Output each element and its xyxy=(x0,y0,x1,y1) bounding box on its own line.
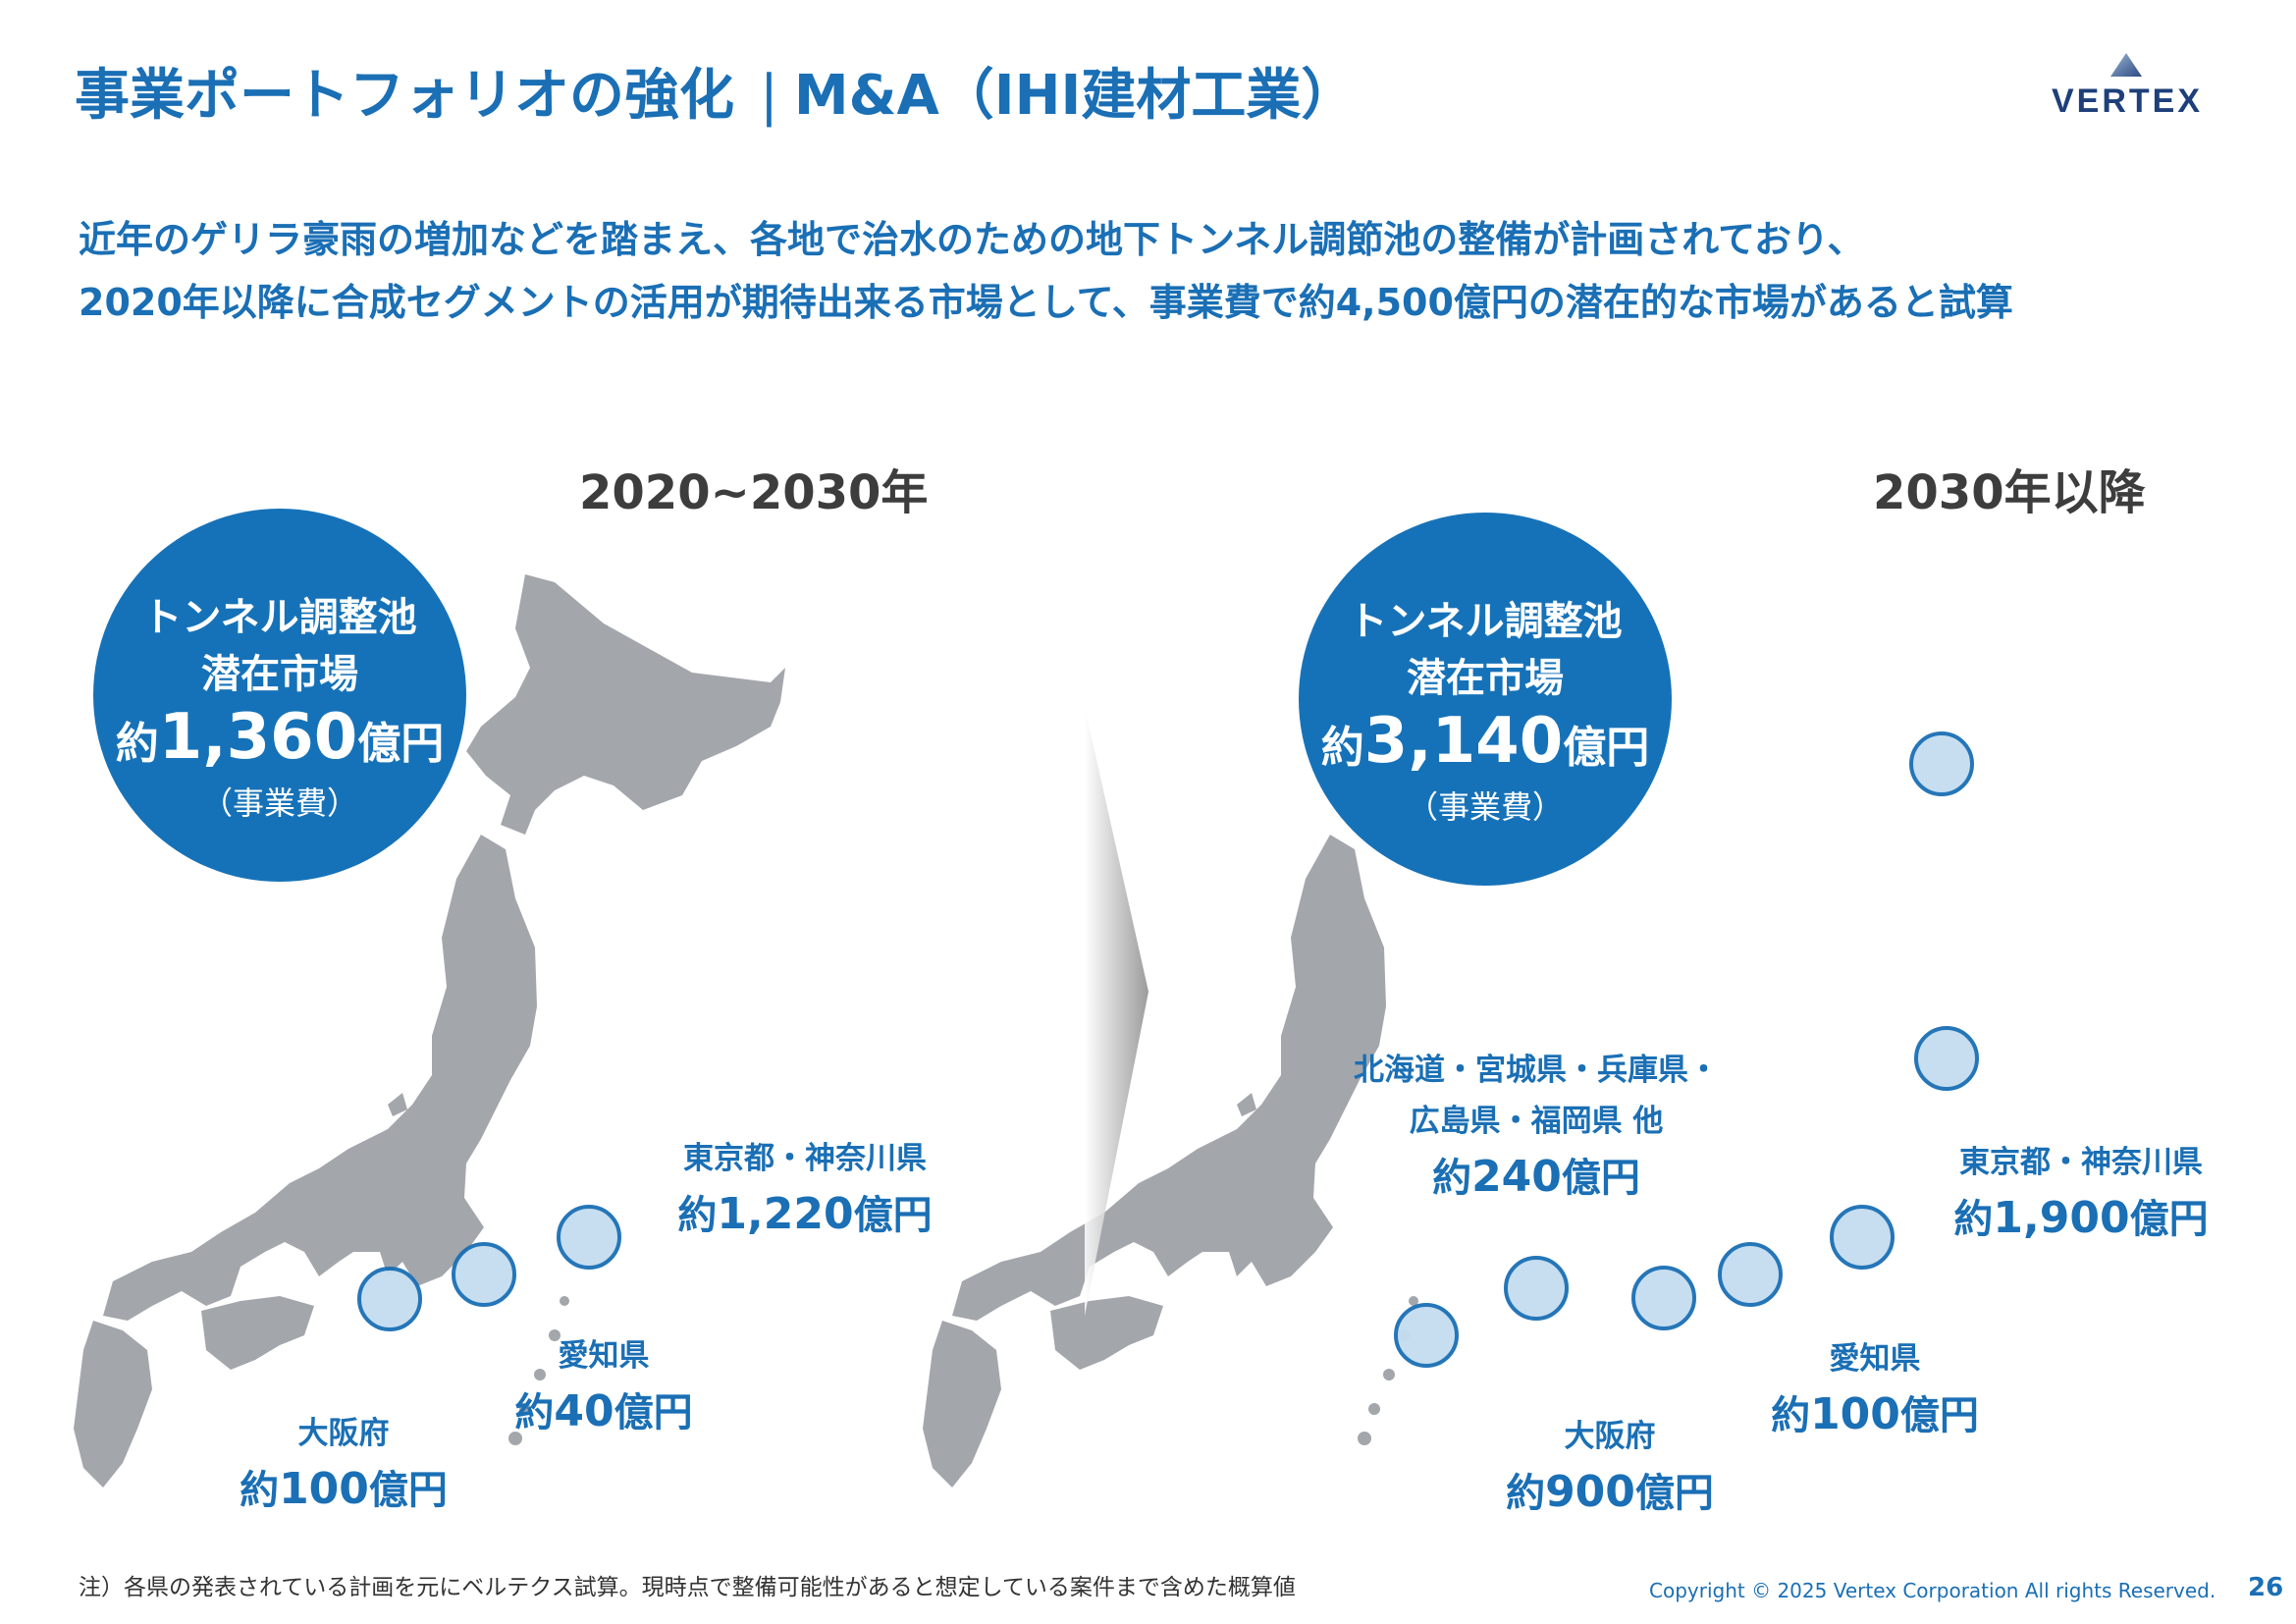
period-right: 2030年以降 xyxy=(1873,465,2146,520)
circle-amount: 約1,360億円 xyxy=(115,701,445,774)
circle-line2-right: 潜在市場 xyxy=(1407,656,1564,701)
market-circle-right: トンネル調整池 潜在市場 約3,140億円 （事業費） xyxy=(1299,513,1672,886)
circle-amount-right: 約3,140億円 xyxy=(1320,705,1650,778)
ring-hokkaido xyxy=(1909,731,1974,796)
circle-line1-right: トンネル調整池 xyxy=(1348,599,1623,644)
period-left: 2020~2030年 xyxy=(579,465,929,520)
svg-text:VERTEX: VERTEX xyxy=(2052,82,2203,120)
intro-text: 近年のゲリラ豪雨の増加などを踏まえ、各地で治水のための地下トンネル調節池の整備が… xyxy=(79,208,2013,334)
ring-fukuoka xyxy=(1394,1303,1459,1368)
region-osaka-right: 大阪府 約900億円 xyxy=(1506,1419,1714,1517)
ring-osaka xyxy=(357,1267,422,1331)
region-osaka-left: 大阪府 約100億円 xyxy=(240,1416,448,1514)
region-tokyo-left: 東京都・神奈川県 約1,220億円 xyxy=(677,1141,933,1239)
market-circle-left: トンネル調整池 潜在市場 約1,360億円 （事業費） xyxy=(93,509,466,882)
region-others-right: 北海道・宮城県・兵庫県・ 広島県・福岡県 他 約240億円 xyxy=(1354,1053,1719,1202)
ring-hiroshima xyxy=(1504,1256,1569,1321)
footnote: 注）各県の発表されている計画を元にベルテクス試算。現時点で整備可能性があると想定… xyxy=(79,1575,1296,1600)
ring-tokyo-r xyxy=(1830,1205,1895,1270)
triangle-logo-icon xyxy=(2110,53,2142,77)
circle-line2: 潜在市場 xyxy=(201,652,358,697)
circle-line1: トンネル調整池 xyxy=(142,595,417,640)
title-separator: | xyxy=(760,64,778,128)
intro-line-2: 2020年以降に合成セグメントの活用が期待出来る市場として、事業費で約4,500… xyxy=(79,281,2013,324)
page-number: 26 xyxy=(2248,1573,2284,1602)
intro-line-1: 近年のゲリラ豪雨の増加などを踏まえ、各地で治水のための地下トンネル調節池の整備が… xyxy=(79,218,1865,261)
region-tokyo-right: 東京都・神奈川県 約1,900億円 xyxy=(1953,1145,2209,1243)
title-sub: M&A（IHI建材工業） xyxy=(793,64,1357,128)
vertex-logo: VERTEX xyxy=(2052,51,2248,120)
title-main: 事業ポートフォリオの強化 xyxy=(75,64,734,128)
copyright: Copyright © 2025 Vertex Corporation All … xyxy=(1649,1579,2216,1602)
circle-note-right: （事業費） xyxy=(1406,788,1564,826)
ring-tokyo xyxy=(557,1205,621,1270)
ring-osaka-r xyxy=(1631,1266,1696,1330)
region-aichi-left: 愛知県 約40億円 xyxy=(514,1338,693,1436)
page-title: 事業ポートフォリオの強化 | M&A（IHI建材工業） xyxy=(75,51,1356,131)
ring-aichi xyxy=(452,1242,516,1307)
ring-aichi-r xyxy=(1718,1242,1783,1307)
arrow-right-icon xyxy=(1085,707,1148,1316)
circle-note: （事業費） xyxy=(200,785,358,822)
region-aichi-right: 愛知県 約100億円 xyxy=(1771,1341,1979,1439)
ring-miyagi xyxy=(1914,1026,1979,1091)
